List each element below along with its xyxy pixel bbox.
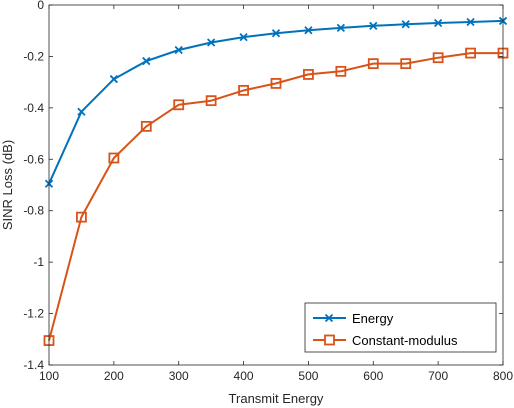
data-point-energy	[369, 21, 378, 30]
legend-entry-constant-modulus: Constant-modulus	[313, 333, 458, 348]
data-point-constant-modulus	[367, 58, 379, 70]
x-tick-label: 200	[104, 369, 124, 383]
data-point-energy	[109, 74, 118, 84]
legend-box	[304, 302, 497, 353]
axes-box	[48, 4, 504, 366]
data-point-constant-modulus	[76, 211, 87, 223]
legend-energy-label: Energy	[352, 311, 394, 326]
data-point-constant-modulus	[465, 47, 476, 59]
data-point-constant-modulus	[140, 120, 152, 132]
data-point-energy	[142, 56, 151, 66]
data-point-constant-modulus	[335, 65, 347, 77]
x-tick-label: 500	[298, 369, 318, 383]
y-tick-label: -1.2	[23, 307, 44, 321]
data-point-energy	[174, 45, 183, 55]
x-tick-label: 600	[363, 369, 383, 383]
data-point-energy	[239, 33, 248, 42]
x-tick-label: 300	[169, 369, 189, 383]
data-point-constant-modulus	[303, 69, 314, 80]
legend-constant-modulus-label: Constant-modulus	[352, 333, 458, 348]
y-tick-label: -1.4	[23, 358, 44, 372]
axes-layer	[48, 4, 504, 366]
x-tick-label: 400	[234, 369, 254, 383]
y-axis-label: SINR Loss (dB)	[0, 140, 15, 230]
legend-constant-modulus-marker	[324, 334, 335, 346]
y-tick-label: -0.6	[23, 152, 44, 166]
x-tick-label: 800	[493, 369, 513, 383]
y-tick-label: -0.2	[23, 49, 44, 63]
legend: Energy Constant-modulus	[304, 302, 497, 353]
series-line-constant-modulus	[48, 52, 503, 341]
data-point-energy	[77, 107, 86, 116]
data-point-energy	[336, 23, 345, 33]
y-tick-label: -0.8	[23, 204, 44, 218]
x-tick-label: 100	[39, 369, 59, 383]
y-tick-label: 0	[37, 0, 44, 12]
data-point-energy	[466, 17, 475, 27]
data-point-constant-modulus	[238, 84, 249, 96]
legend-energy-marker	[324, 313, 334, 323]
data-point-constant-modulus	[205, 95, 217, 107]
y-tick-label: -0.4	[23, 101, 44, 115]
data-point-constant-modulus	[432, 52, 444, 64]
data-point-constant-modulus	[270, 78, 282, 89]
data-point-constant-modulus	[173, 99, 185, 111]
data-point-energy	[304, 26, 313, 35]
ticks-layer: 100 200 300 400 500 600 700 800 0 -0.2 -0.4 -0.6 -0.…	[23, 0, 513, 383]
data-point-energy	[401, 20, 410, 29]
data-point-energy	[434, 18, 443, 28]
y-tick-label: -1	[33, 255, 44, 269]
data-point-energy	[271, 29, 281, 38]
data-point-constant-modulus	[400, 58, 412, 70]
data-point-energy	[207, 38, 216, 47]
data-point-constant-modulus	[108, 152, 120, 164]
legend-entry-energy: Energy	[313, 311, 394, 326]
x-tick-label: 700	[428, 369, 448, 383]
series-layer	[43, 16, 509, 346]
x-axis-label: Transmit Energy	[229, 391, 324, 406]
